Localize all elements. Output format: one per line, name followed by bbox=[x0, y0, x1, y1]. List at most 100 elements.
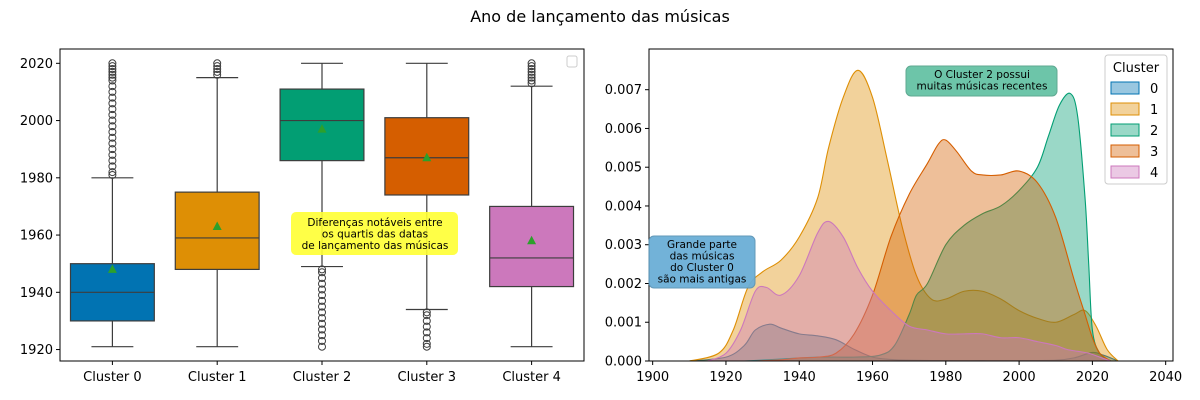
annotation-text: são mais antigas bbox=[658, 274, 747, 286]
legend-frame bbox=[1104, 54, 1168, 185]
outlier-point bbox=[318, 314, 326, 323]
outlier-point bbox=[318, 331, 326, 340]
outlier-point bbox=[318, 302, 326, 311]
annotation-text: Grande parte bbox=[667, 239, 737, 251]
outlier-point bbox=[527, 59, 536, 68]
kde-line-cluster-0 bbox=[689, 323, 1119, 361]
x-tick-label: Cluster 2 bbox=[293, 370, 352, 385]
x-tick-label: 2020 bbox=[1076, 370, 1109, 385]
outlier-point bbox=[108, 156, 117, 165]
x-tick-label: 1960 bbox=[856, 370, 889, 385]
legend: Cluster 0 1 2 3 4 bbox=[1104, 54, 1168, 185]
legend-label-1: 1 bbox=[1150, 103, 1158, 118]
outlier-point bbox=[527, 67, 536, 76]
annotation-text: O Cluster 2 possui bbox=[934, 69, 1030, 81]
outlier-point bbox=[108, 99, 117, 108]
kde-area-cluster-2 bbox=[744, 93, 1111, 361]
outlier-point bbox=[422, 311, 431, 320]
outlier-point bbox=[108, 76, 117, 85]
y-tick-label: 2000 bbox=[20, 114, 53, 129]
annotation-box bbox=[905, 65, 1058, 97]
y-tick-label: 2020 bbox=[20, 57, 53, 72]
legend-label-0: 0 bbox=[1150, 82, 1158, 97]
plot-frame bbox=[59, 48, 585, 362]
mean-marker bbox=[527, 235, 537, 245]
outlier-point bbox=[108, 133, 117, 142]
outlier-point bbox=[527, 73, 536, 82]
annotation-text: os quartis das datas bbox=[322, 229, 428, 241]
outlier-point bbox=[422, 342, 431, 351]
legend-swatch-2 bbox=[1110, 123, 1140, 137]
outlier-point bbox=[213, 59, 222, 68]
legend-label-4: 4 bbox=[1150, 166, 1158, 181]
annotation-text: Diferenças notáveis entre bbox=[307, 217, 442, 229]
y-tick-label: 0.006 bbox=[605, 122, 642, 137]
outlier-point bbox=[108, 150, 117, 159]
annotation-box bbox=[291, 212, 458, 255]
outlier-point bbox=[527, 70, 536, 79]
x-tick-label: Cluster 3 bbox=[398, 370, 457, 385]
box-iqr bbox=[174, 191, 260, 271]
x-tick-label: Cluster 4 bbox=[502, 370, 561, 385]
outlier-point bbox=[318, 285, 326, 294]
outlier-point bbox=[422, 328, 431, 337]
x-tick-label: Cluster 1 bbox=[188, 370, 247, 385]
mean-marker bbox=[107, 264, 117, 273]
box-iqr bbox=[489, 205, 575, 288]
annotation-box bbox=[648, 235, 756, 289]
x-tick-label: 1920 bbox=[709, 370, 742, 385]
outlier-point bbox=[108, 82, 117, 91]
kde-line-cluster-2 bbox=[744, 92, 1112, 361]
outlier-point bbox=[108, 67, 117, 76]
outlier-point bbox=[422, 334, 431, 343]
kde-area-cluster-1 bbox=[689, 70, 1119, 361]
outlier-point bbox=[318, 308, 326, 317]
outlier-point bbox=[108, 116, 117, 125]
outlier-point bbox=[108, 105, 117, 114]
outlier-point bbox=[108, 70, 117, 79]
outlier-point bbox=[318, 265, 326, 274]
y-tick-label: 0.000 bbox=[605, 355, 642, 370]
outlier-point bbox=[213, 65, 222, 74]
kde-line-cluster-4 bbox=[707, 220, 1111, 361]
x-tick-label: 2000 bbox=[1003, 370, 1036, 385]
box-0 bbox=[69, 59, 155, 348]
annotation-text: de lançamento das músicas bbox=[302, 240, 449, 252]
figure-title: Ano de lançamento das músicas bbox=[470, 7, 730, 26]
outlier-point bbox=[108, 162, 117, 171]
box-2 bbox=[279, 62, 365, 351]
outlier-point bbox=[422, 316, 431, 325]
outlier-point bbox=[108, 73, 117, 82]
legend-title: Cluster bbox=[1113, 61, 1160, 76]
y-tick-label: 1980 bbox=[20, 171, 53, 186]
outlier-point bbox=[527, 65, 536, 74]
outlier-point bbox=[108, 62, 117, 71]
outlier-point bbox=[318, 279, 326, 288]
box-1 bbox=[174, 59, 260, 348]
outlier-point bbox=[108, 128, 117, 137]
x-tick-label: 1940 bbox=[783, 370, 816, 385]
empty-legend bbox=[566, 55, 578, 68]
outlier-point bbox=[108, 168, 117, 177]
outlier-point bbox=[318, 296, 326, 305]
outlier-point bbox=[422, 339, 431, 348]
box-4 bbox=[489, 59, 575, 348]
kde-areas bbox=[689, 69, 1119, 361]
outlier-point bbox=[213, 67, 222, 76]
outlier-point bbox=[527, 76, 536, 85]
x-tick-label: 1980 bbox=[929, 370, 962, 385]
outlier-point bbox=[108, 93, 117, 102]
legend-swatch-0 bbox=[1110, 81, 1140, 95]
kde-axes: 1900 1920 1940 1960 1980 2000 2020 2040 0.000 0.0… bbox=[605, 48, 1182, 385]
kde-line-cluster-3 bbox=[755, 139, 1112, 361]
outlier-point bbox=[108, 139, 117, 148]
outlier-point bbox=[318, 336, 326, 345]
y-tick-label: 1920 bbox=[20, 343, 53, 358]
y-tick-label: 0.002 bbox=[605, 277, 642, 292]
legend-swatch-1 bbox=[1110, 102, 1140, 116]
legend-label-2: 2 bbox=[1150, 124, 1158, 139]
y-tick-label: 0.004 bbox=[605, 199, 642, 214]
x-tick-label: 2040 bbox=[1149, 370, 1182, 385]
